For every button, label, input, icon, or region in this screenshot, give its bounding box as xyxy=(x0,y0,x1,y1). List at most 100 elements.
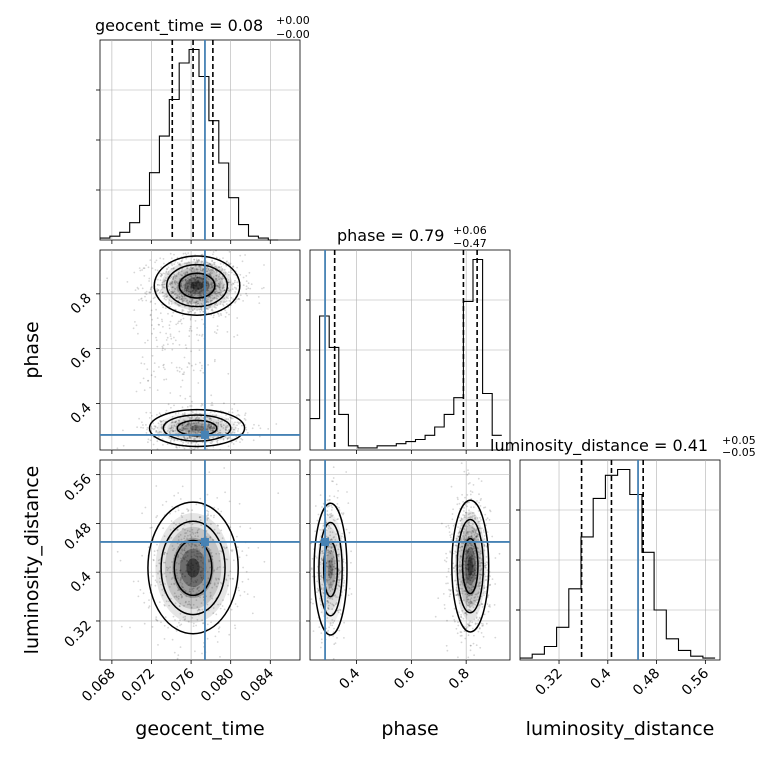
sample-point xyxy=(202,297,204,300)
sample-point xyxy=(461,609,464,612)
sample-point xyxy=(191,298,194,301)
sample-point xyxy=(217,422,220,424)
sample-point xyxy=(162,527,165,530)
sample-point xyxy=(191,441,193,444)
sample-point xyxy=(471,548,474,551)
sample-point xyxy=(185,595,188,598)
sample-point xyxy=(172,549,174,551)
sample-point xyxy=(468,601,471,604)
sample-point xyxy=(208,558,210,561)
sample-point xyxy=(153,427,156,430)
sample-point xyxy=(210,419,213,421)
sample-point xyxy=(247,287,250,290)
sample-point xyxy=(198,349,201,351)
sample-point xyxy=(331,588,333,590)
sample-point xyxy=(226,426,229,429)
sample-point xyxy=(194,311,197,314)
sample-point xyxy=(150,425,153,428)
sample-point xyxy=(245,428,248,431)
sample-point xyxy=(200,581,203,584)
sample-point xyxy=(158,570,161,573)
sample-point xyxy=(318,626,321,628)
sample-point xyxy=(450,589,452,591)
sample-point xyxy=(190,410,193,413)
sample-point xyxy=(230,441,233,444)
sample-point xyxy=(179,284,182,287)
sample-point xyxy=(473,567,476,570)
sample-point xyxy=(155,618,157,621)
sample-point xyxy=(216,292,219,295)
sample-point xyxy=(180,538,183,541)
sample-point xyxy=(222,285,225,288)
sample-point xyxy=(461,545,464,548)
sample-point xyxy=(213,582,216,585)
sample-point xyxy=(460,517,463,520)
sample-point xyxy=(181,295,184,298)
sample-point xyxy=(183,547,186,549)
sample-point xyxy=(469,516,472,519)
sample-point xyxy=(136,426,139,429)
sample-point xyxy=(205,301,208,304)
sample-point xyxy=(328,586,331,589)
sample-point xyxy=(194,320,197,322)
sample-point xyxy=(209,425,212,428)
sample-point xyxy=(173,554,176,557)
sample-point xyxy=(198,276,201,279)
sample-point xyxy=(176,262,179,264)
sample-point xyxy=(450,485,453,488)
sample-point xyxy=(236,605,239,608)
sample-point xyxy=(479,557,481,559)
sample-point xyxy=(178,296,181,298)
sample-point xyxy=(458,502,461,505)
sample-point xyxy=(470,516,473,518)
sample-point xyxy=(468,521,470,523)
sample-point xyxy=(485,586,488,588)
sample-point xyxy=(232,282,235,285)
sample-point xyxy=(191,564,194,566)
sample-point xyxy=(245,554,248,557)
sample-point xyxy=(173,583,176,586)
sample-point xyxy=(142,427,145,429)
sample-point xyxy=(197,294,200,297)
sample-point xyxy=(239,294,242,297)
sample-point xyxy=(207,281,210,283)
sample-point xyxy=(158,562,161,565)
sample-point xyxy=(175,523,177,526)
sample-point xyxy=(468,559,471,562)
sample-point xyxy=(187,442,190,444)
sample-point xyxy=(465,511,467,514)
sample-point xyxy=(494,557,497,559)
sample-point xyxy=(208,263,211,265)
sample-point xyxy=(215,274,218,277)
sample-point xyxy=(192,286,195,289)
sample-point xyxy=(263,560,266,563)
sample-point xyxy=(152,455,154,457)
sample-point xyxy=(140,297,143,300)
sample-point xyxy=(233,403,236,406)
sample-point xyxy=(210,283,213,286)
sample-point xyxy=(156,440,159,443)
sample-point xyxy=(212,269,214,272)
sample-point xyxy=(211,260,213,263)
sample-point xyxy=(185,449,187,450)
sample-point xyxy=(465,573,468,576)
sample-point xyxy=(185,590,187,592)
sample-point xyxy=(201,425,204,428)
sample-point xyxy=(213,570,215,573)
sample-point xyxy=(232,443,235,445)
sample-point xyxy=(458,602,461,605)
sample-point xyxy=(467,557,470,560)
sample-point xyxy=(152,558,155,561)
sample-point xyxy=(485,545,488,548)
sample-point xyxy=(189,395,191,398)
sample-point xyxy=(165,298,167,301)
sample-point xyxy=(182,373,185,375)
sample-point xyxy=(216,295,218,297)
sample-point xyxy=(226,331,229,333)
sample-point xyxy=(179,561,182,564)
sample-point xyxy=(340,512,343,514)
sample-point xyxy=(471,566,474,568)
sample-point xyxy=(209,295,212,297)
sample-point xyxy=(239,441,241,443)
sample-point xyxy=(310,567,313,570)
